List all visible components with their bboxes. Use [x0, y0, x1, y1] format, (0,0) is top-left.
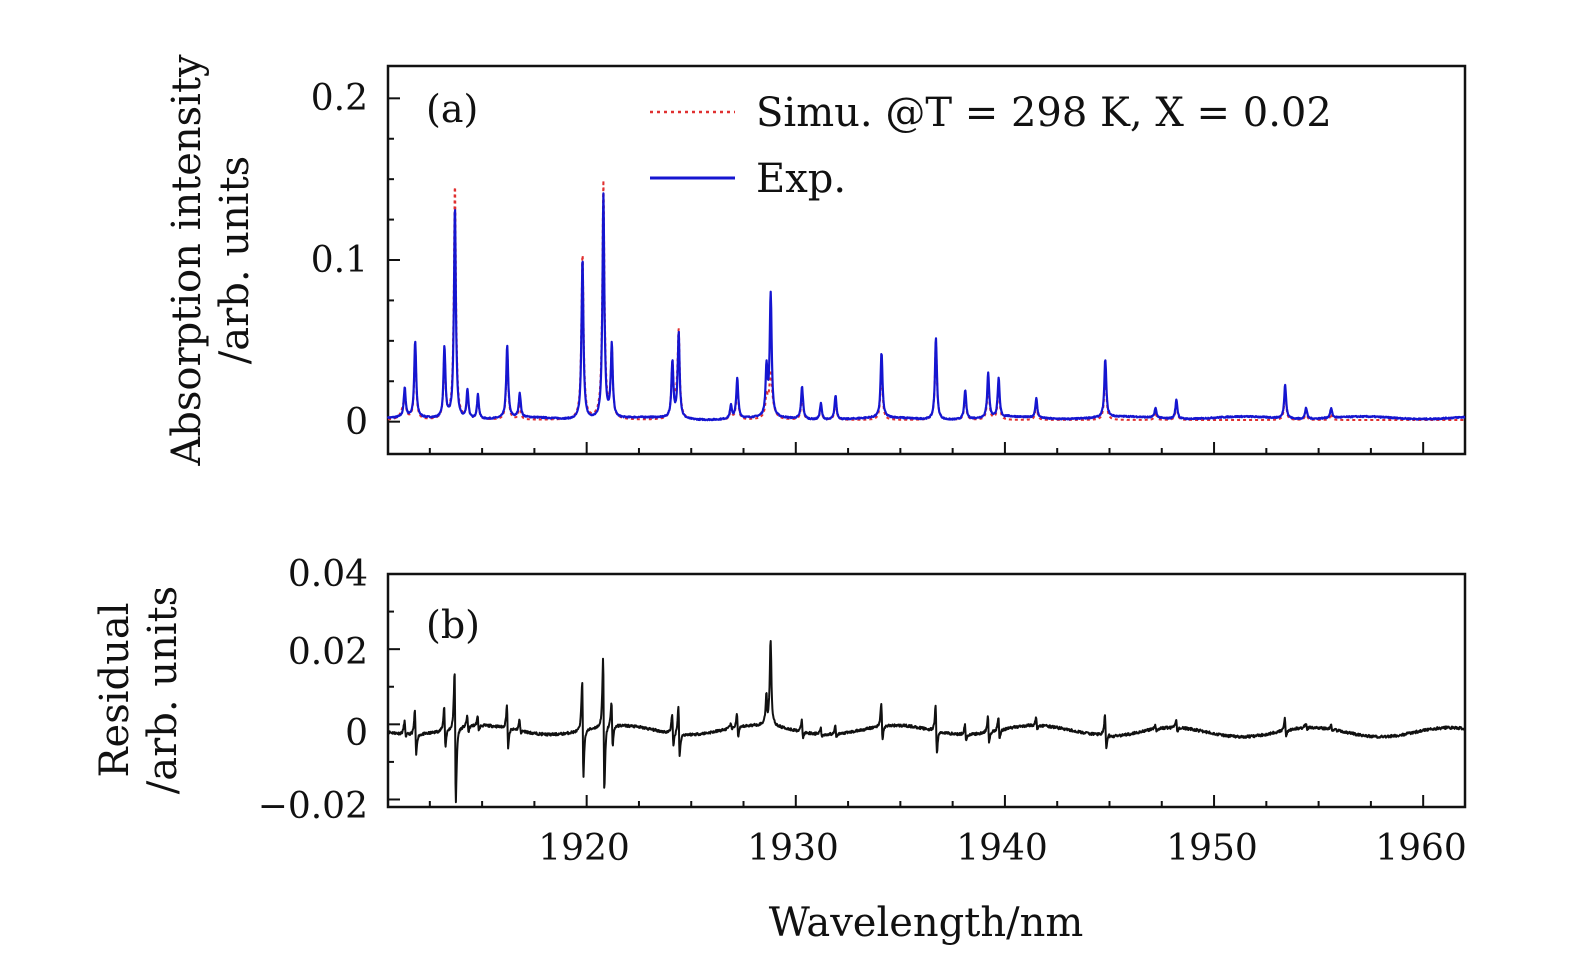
panel-a-series — [386, 179, 1466, 422]
panel-a-ylabel-line1: Absorption intensity — [164, 54, 210, 467]
series-exp-line — [386, 192, 1466, 422]
panel-b-ticks — [388, 573, 1425, 807]
panel-b-ytick-label-0: 0 — [345, 713, 368, 754]
legend: Simu. @T = 298 K, X = 0.02 Exp. — [650, 90, 1332, 202]
panel-a-ytick-label-2: 0.2 — [311, 78, 368, 119]
panel-b-ytick-label-004: 0.04 — [288, 554, 368, 595]
xtick-label-1950: 1950 — [1166, 828, 1258, 869]
panel-b-ylabel-line2: /arb. units — [140, 586, 186, 794]
x-axis-title: Wavelength/nm — [769, 900, 1084, 946]
xtick-label-1920: 1920 — [538, 828, 630, 869]
panel-b-frame — [386, 572, 1467, 809]
xtick-label-1940: 1940 — [956, 828, 1048, 869]
panel-b-series — [387, 640, 1466, 804]
panel-a-ticks — [388, 97, 1425, 454]
series-simu-line — [387, 179, 1466, 421]
panel-b-ylabel-line1: Residual — [92, 602, 138, 777]
panel-b-ytick-label-neg002: −0.02 — [258, 786, 368, 827]
legend-simu-label: Simu. @T = 298 K, X = 0.02 — [756, 90, 1332, 136]
panel-a-ytick-label-1: 0.1 — [311, 240, 368, 281]
panel-b-label: (b) — [426, 603, 480, 647]
series-residual-line — [387, 640, 1466, 804]
xtick-label-1960: 1960 — [1375, 828, 1467, 869]
legend-exp-label: Exp. — [756, 156, 846, 202]
panel-b-ytick-label-002: 0.02 — [288, 632, 368, 673]
xtick-label-1930: 1930 — [747, 828, 839, 869]
panel-a-ylabel-line2: /arb. units — [212, 156, 258, 364]
panel-a-ytick-label-0: 0 — [345, 402, 368, 443]
panel-a-label: (a) — [426, 87, 478, 131]
panel-b: (b) −0.02 0 0.02 0.04 Residual /arb. uni… — [92, 554, 1467, 946]
panel-a: (a) 0 0.1 0.2 Absorption intensity /arb.… — [164, 54, 1467, 467]
